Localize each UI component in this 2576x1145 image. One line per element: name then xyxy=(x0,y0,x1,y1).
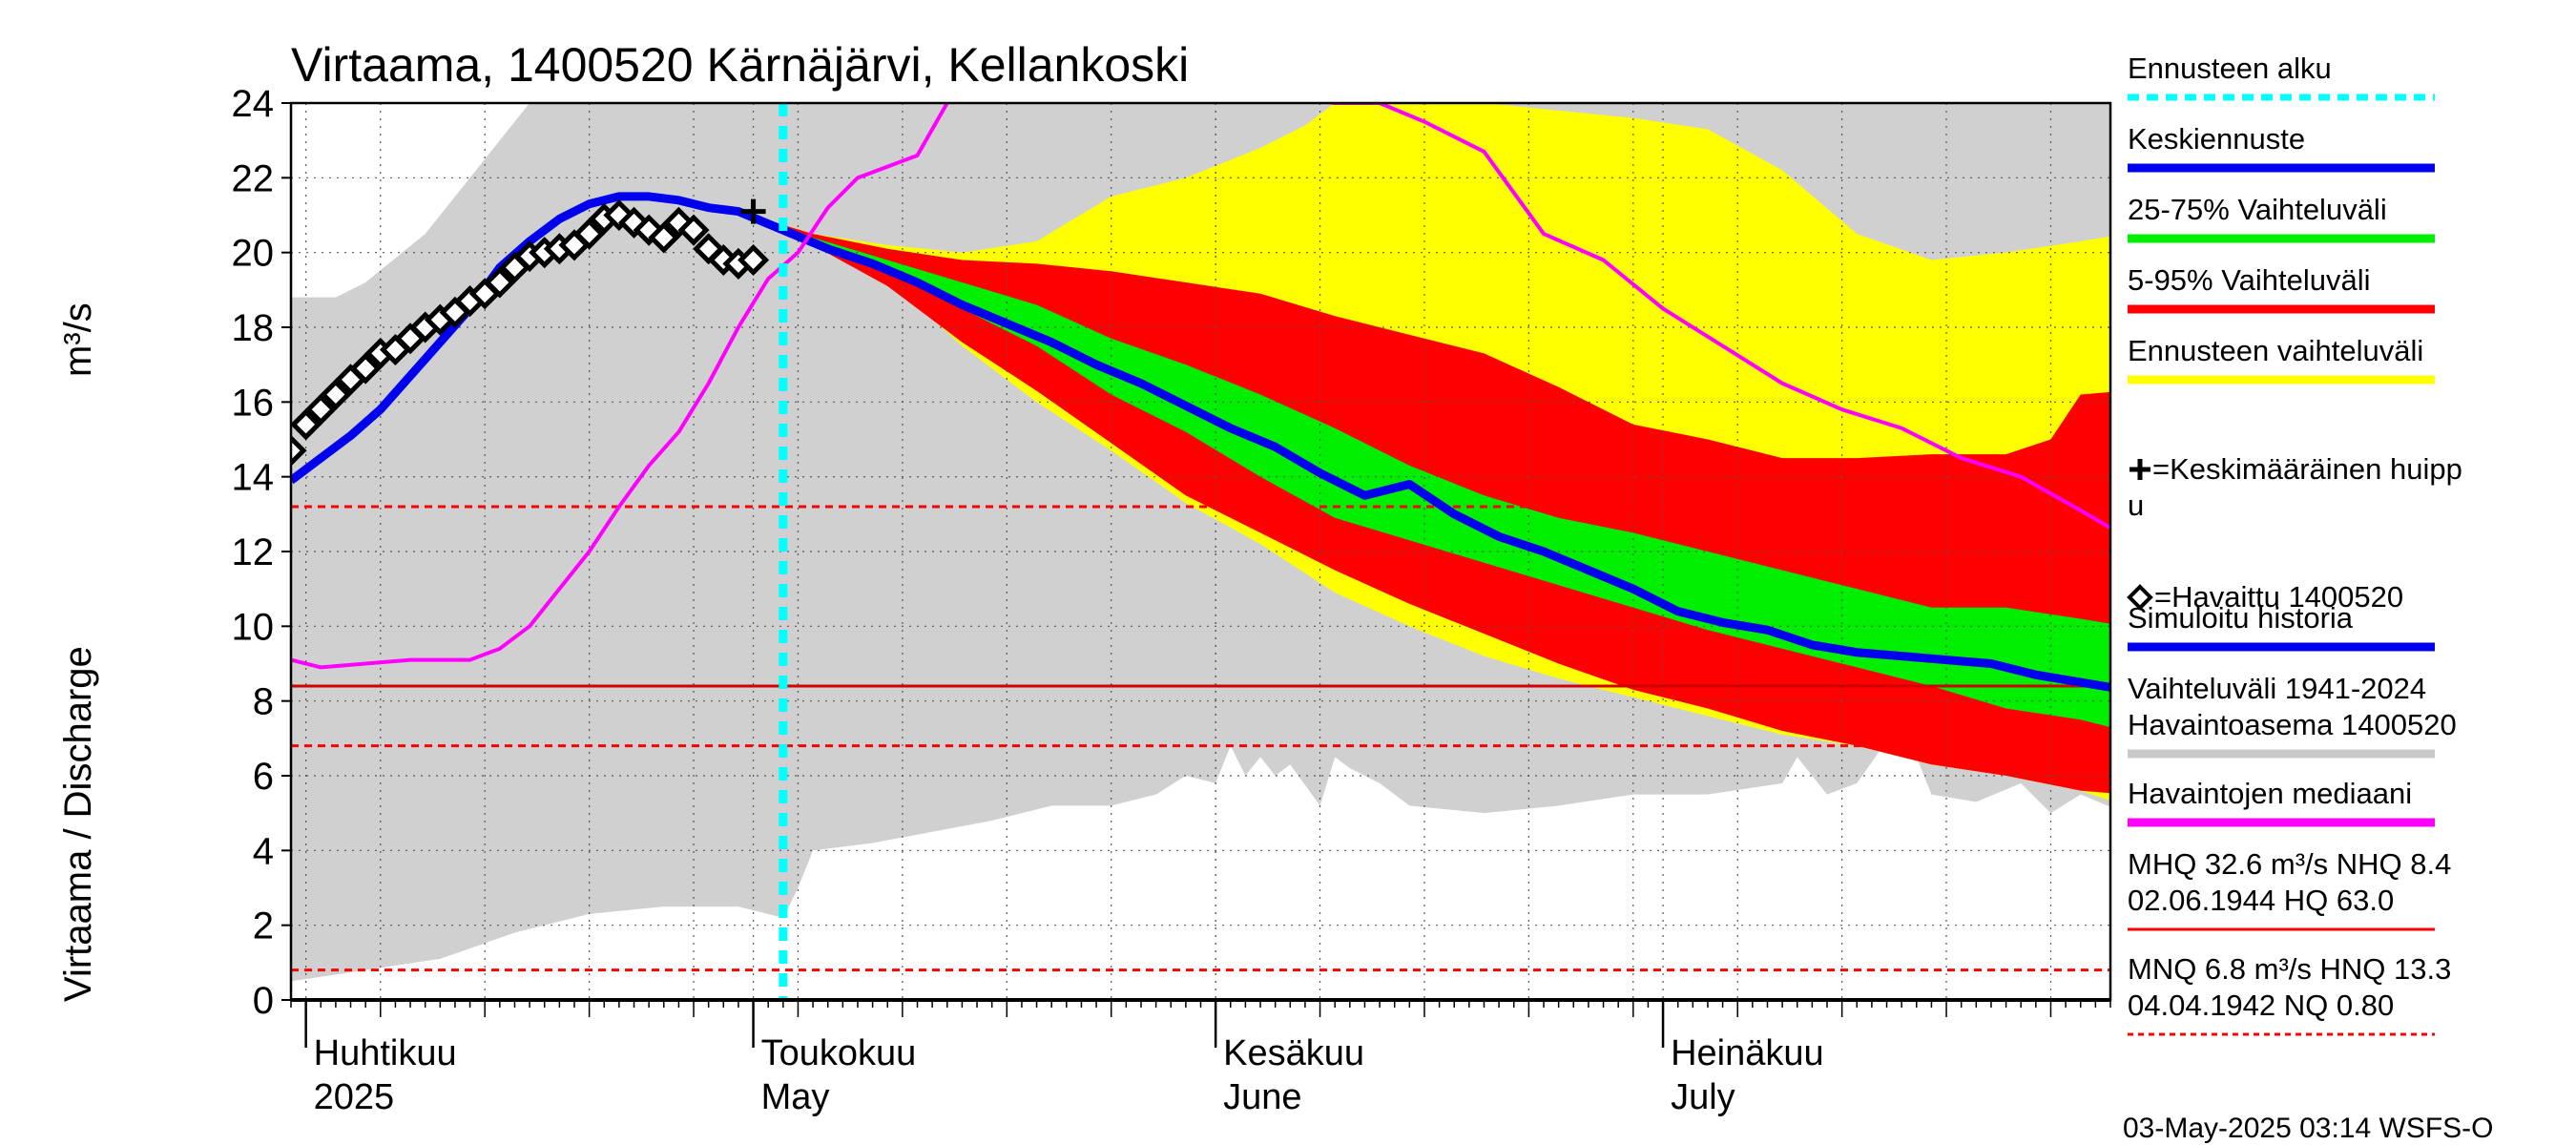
range-25-75-band xyxy=(737,211,2110,728)
legend-item: Keskiennuste xyxy=(2128,122,2435,173)
y-tick-label: 6 xyxy=(253,756,274,798)
legend-item: Vaihteluväli 1941-2024 Havaintoasema 140… xyxy=(2128,672,2457,759)
legend-item: Havaintojen mediaani xyxy=(2128,777,2435,827)
timestamp-footer: 03-May-2025 03:14 WSFS-O xyxy=(2123,1113,2494,1144)
y-axis-label: Virtaama / Discharge xyxy=(57,646,99,1002)
x-month-label: Toukokuu xyxy=(761,1033,917,1073)
legend-label: Ennusteen alku xyxy=(2128,52,2332,85)
y-tick-label: 22 xyxy=(232,157,275,199)
plot-inner xyxy=(291,103,2110,1000)
legend-item: MHQ 32.6 m³/s NHQ 8.402.06.1944 HQ 63.0 xyxy=(2128,847,2451,931)
observed-point xyxy=(291,408,322,441)
series-line-keskiennuste xyxy=(291,192,2110,692)
y-tick-label: 18 xyxy=(232,307,275,349)
legend-item: =Havaittu 1400520 xyxy=(2127,580,2403,614)
y-tick-label: 16 xyxy=(232,382,275,424)
legend-diamond-icon xyxy=(2127,584,2153,611)
observed-point xyxy=(648,221,680,254)
legend-label: Simuloitu historia xyxy=(2128,601,2354,635)
observed-point xyxy=(320,378,352,411)
x-month-label: Heinäkuu xyxy=(1671,1033,1824,1073)
legend-label: 5-95% Vaihteluväli xyxy=(2128,263,2370,297)
y-tick-label: 4 xyxy=(253,830,274,872)
y-tick-label: 14 xyxy=(232,457,275,499)
mean-peak-marker xyxy=(740,198,766,224)
legend-label: Keskiennuste xyxy=(2128,122,2305,156)
legend-label: Havaintojen mediaani xyxy=(2128,777,2412,810)
x-month-label: Kesäkuu xyxy=(1223,1033,1364,1073)
y-tick-label: 2 xyxy=(253,906,274,947)
legend-label: MNQ 6.8 m³/s HNQ 13.3 xyxy=(2128,952,2451,986)
plot-area: 024681012141618202224Huhtikuu2025Toukoku… xyxy=(232,83,2112,1117)
legend-plus-icon xyxy=(2129,459,2150,480)
observed-point xyxy=(737,243,770,277)
legend-item: 25-75% Vaihteluväli xyxy=(2128,193,2435,243)
y-tick-label: 0 xyxy=(253,980,274,1022)
y-tick-label: 10 xyxy=(232,606,275,648)
observed-point xyxy=(484,266,516,299)
legend-label-cont: 02.06.1944 HQ 63.0 xyxy=(2128,884,2394,917)
legend-item: Simuloitu historia xyxy=(2128,601,2435,652)
legend-item: Ennusteen vaihteluväli xyxy=(2128,334,2435,385)
legend: Ennusteen alku Keskiennuste 25-75% Vaihtel… xyxy=(2127,52,2462,1036)
y-tick-label: 20 xyxy=(232,233,275,275)
legend-item: 5-95% Vaihteluväli xyxy=(2128,263,2435,314)
x-month-sublabel: June xyxy=(1223,1077,1301,1117)
legend-label: Ennusteen vaihteluväli xyxy=(2128,334,2423,367)
x-month-sublabel: July xyxy=(1671,1077,1735,1117)
legend-label: =Keskimääräinen huipp xyxy=(2152,452,2462,486)
observed-point xyxy=(291,434,307,467)
observed-point xyxy=(304,393,337,426)
observed-point xyxy=(677,214,710,246)
legend-label: 25-75% Vaihteluväli xyxy=(2128,193,2387,226)
y-tick-label: 24 xyxy=(232,83,275,125)
legend-label: Vaihteluväli 1941-2024 xyxy=(2128,672,2426,705)
legend-label: =Havaittu 1400520 xyxy=(2154,580,2403,614)
series-line-havaintojen-mediaani xyxy=(291,103,2110,670)
observed-point xyxy=(573,218,606,250)
x-month-sublabel: May xyxy=(761,1077,830,1117)
legend-label: MHQ 32.6 m³/s NHQ 8.4 xyxy=(2128,847,2451,881)
observed-point xyxy=(349,352,382,385)
legend-label-cont: Havaintoasema 1400520 xyxy=(2128,708,2457,741)
legend-item: MNQ 6.8 m³/s HNQ 13.304.04.1942 NQ 0.80 xyxy=(2128,952,2451,1036)
y-tick-label: 12 xyxy=(232,531,275,573)
legend-label-cont: u xyxy=(2128,489,2144,522)
x-month-label: Huhtikuu xyxy=(314,1033,457,1073)
y-tick-label: 8 xyxy=(253,681,274,723)
y-axis-unit: m³/s xyxy=(57,302,99,377)
chart-title: Virtaama, 1400520 Kärnäjärvi, Kellankosk… xyxy=(291,38,1189,92)
x-month-sublabel: 2025 xyxy=(314,1077,395,1117)
legend-item: Ennusteen alku xyxy=(2128,52,2435,101)
legend-label-cont: 04.04.1942 NQ 0.80 xyxy=(2128,989,2394,1022)
